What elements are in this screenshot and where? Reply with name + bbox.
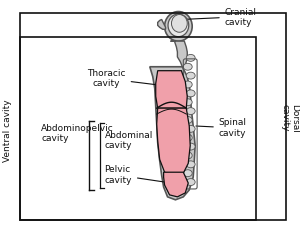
Polygon shape <box>157 108 190 175</box>
Ellipse shape <box>183 152 192 159</box>
Polygon shape <box>170 41 187 67</box>
Text: Abdominopelvic
cavity: Abdominopelvic cavity <box>41 124 114 143</box>
Ellipse shape <box>183 170 192 177</box>
Ellipse shape <box>186 72 195 79</box>
Ellipse shape <box>172 15 187 32</box>
Ellipse shape <box>186 108 195 114</box>
Ellipse shape <box>186 143 195 150</box>
Polygon shape <box>150 67 195 200</box>
Ellipse shape <box>186 90 195 97</box>
Ellipse shape <box>165 12 192 41</box>
Ellipse shape <box>183 99 192 106</box>
Ellipse shape <box>186 179 195 185</box>
Ellipse shape <box>183 134 192 141</box>
Text: Ventral cavity: Ventral cavity <box>3 100 12 162</box>
Ellipse shape <box>186 55 195 61</box>
Text: Spinal
cavity: Spinal cavity <box>196 118 247 138</box>
Ellipse shape <box>183 117 192 123</box>
Polygon shape <box>158 19 166 29</box>
Ellipse shape <box>168 14 189 37</box>
Bar <box>20 37 256 219</box>
Text: Thoracic
cavity: Thoracic cavity <box>87 69 168 88</box>
Bar <box>20 13 286 219</box>
Polygon shape <box>156 71 187 108</box>
Text: Pelvic
cavity: Pelvic cavity <box>104 165 169 185</box>
Text: Abdominal
cavity: Abdominal cavity <box>104 131 165 150</box>
Text: Cranial
cavity: Cranial cavity <box>185 8 257 27</box>
Ellipse shape <box>183 81 192 88</box>
Polygon shape <box>164 172 188 197</box>
Ellipse shape <box>186 161 195 168</box>
Ellipse shape <box>186 125 195 132</box>
Text: Dorsal
cavity: Dorsal cavity <box>280 104 299 132</box>
Ellipse shape <box>183 63 192 70</box>
